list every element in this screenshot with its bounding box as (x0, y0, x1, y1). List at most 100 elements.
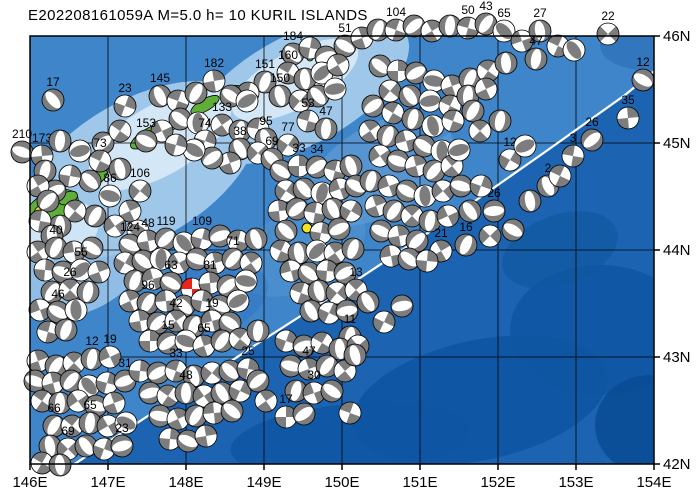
depth-label: 21 (434, 226, 448, 240)
depth-label: 27 (533, 6, 547, 20)
bathymetry-patch (510, 265, 654, 395)
beachball (202, 401, 226, 425)
depth-label: 47 (302, 344, 316, 358)
beachball (190, 289, 214, 313)
beachball (176, 429, 200, 453)
depth-label: 30 (307, 368, 321, 382)
beachball (87, 260, 111, 284)
depth-label: 16 (459, 220, 473, 234)
depth-label: 15 (161, 318, 175, 332)
beachball: 43 (474, 0, 498, 36)
beachball (30, 389, 54, 413)
beachball (292, 402, 316, 426)
beachball (368, 54, 392, 78)
beachball (48, 453, 72, 477)
depth-label: 150 (270, 71, 290, 85)
beachball: 55 (69, 245, 93, 282)
depth-label: 26 (585, 115, 599, 129)
beachball (92, 437, 116, 461)
beachball (274, 219, 298, 243)
beachball: 26 (58, 265, 82, 302)
depth-label: 69 (61, 424, 75, 438)
lon-tick-label: 151E (402, 474, 437, 491)
depth-label: 12 (636, 55, 650, 69)
beachball (210, 329, 234, 353)
beachball (28, 209, 52, 233)
depth-label: 46 (51, 287, 65, 301)
beachball (208, 224, 232, 248)
beachball: 15 (156, 318, 180, 355)
beachball (26, 349, 50, 373)
beachball (378, 79, 402, 103)
beachball (91, 131, 115, 155)
beachball: 22 (596, 9, 620, 46)
beachball (284, 379, 308, 403)
beachball (48, 129, 72, 153)
beachball (382, 199, 406, 223)
beachball (398, 84, 422, 108)
beachball (436, 204, 460, 228)
lon-tick-label: 147E (90, 474, 125, 491)
beachball (358, 119, 382, 143)
beachball (326, 53, 350, 77)
depth-label: 210 (12, 127, 32, 141)
depth-label: 3 (570, 131, 577, 145)
depth-label: 69 (265, 134, 279, 148)
depth-label: 66 (47, 401, 61, 415)
beachball (299, 299, 323, 323)
depth-label: 35 (621, 93, 635, 107)
beachball (518, 189, 542, 213)
depth-label: 38 (233, 124, 247, 138)
beachball (494, 51, 518, 75)
beachball: 69 (260, 134, 284, 171)
beachball (149, 247, 173, 271)
depth-label: 33 (169, 346, 183, 360)
beachball (474, 77, 498, 101)
beachball (422, 159, 446, 183)
beachball (235, 89, 259, 113)
beachball (218, 151, 242, 175)
beachball (418, 89, 442, 113)
beachball: 53 (296, 96, 320, 133)
beachball (323, 241, 347, 265)
beachball (274, 329, 298, 353)
beachball (430, 139, 454, 163)
beachball: 12 (498, 135, 522, 172)
beachball (364, 194, 388, 218)
beachball (194, 424, 218, 448)
beachball (513, 134, 537, 158)
beachball (279, 259, 303, 283)
beachball (478, 224, 502, 248)
depth-label: 119 (156, 214, 175, 228)
lon-tick-label: 152E (480, 474, 515, 491)
beachball (154, 289, 178, 313)
beachball (476, 59, 500, 83)
beachball (184, 404, 208, 428)
beachball: 13 (344, 265, 368, 302)
lon-tick-label: 146E (12, 474, 47, 491)
beachball: 106 (128, 166, 152, 203)
beachball: 96 (136, 278, 160, 315)
beachball (279, 354, 303, 378)
beachball (38, 434, 62, 458)
beachball: 133 (210, 100, 234, 137)
beachball (377, 174, 401, 198)
beachball (402, 14, 426, 38)
beachball (317, 301, 341, 325)
beachball (338, 401, 362, 425)
beachball: 150 (268, 71, 292, 108)
beachball (60, 414, 84, 438)
beachball (305, 239, 329, 263)
beachball (200, 361, 224, 385)
beachball (287, 241, 311, 265)
depth-label: 73 (93, 136, 107, 150)
beachball (361, 94, 385, 118)
beachball (395, 179, 419, 203)
depth-label: 96 (141, 278, 155, 292)
beachball: 109 (190, 214, 214, 251)
lat-tick-label: 43N (663, 349, 691, 366)
beachball (246, 319, 270, 343)
beachball (244, 227, 268, 251)
beachball (303, 201, 327, 225)
